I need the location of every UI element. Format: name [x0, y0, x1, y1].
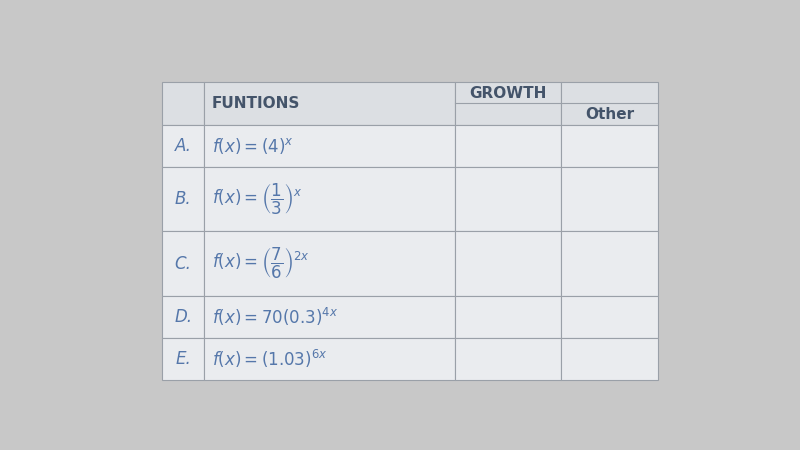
Bar	[562, 166, 658, 231]
Bar	[162, 338, 204, 380]
Bar	[562, 82, 658, 125]
Bar	[204, 82, 454, 125]
Bar	[454, 82, 562, 125]
Bar	[454, 296, 562, 338]
Bar	[454, 166, 562, 231]
Text: A.: A.	[174, 137, 191, 155]
Text: GROWTH: GROWTH	[470, 86, 546, 101]
Text: Other: Other	[585, 107, 634, 122]
Text: D.: D.	[174, 308, 192, 326]
Bar	[204, 296, 454, 338]
Bar	[162, 82, 204, 125]
Bar	[562, 338, 658, 380]
Text: FUNTIONS: FUNTIONS	[211, 96, 300, 111]
Bar	[162, 296, 204, 338]
Bar	[162, 231, 204, 296]
Bar	[454, 125, 562, 166]
Bar	[562, 296, 658, 338]
Text: $f(x) = (1.03)^{6x}$: $f(x) = (1.03)^{6x}$	[211, 348, 327, 370]
Bar	[454, 338, 562, 380]
Text: B.: B.	[174, 190, 191, 208]
Bar	[204, 338, 454, 380]
Bar	[204, 166, 454, 231]
Text: E.: E.	[175, 350, 191, 368]
Text: $f(x) = \left(\dfrac{7}{6}\right)^{2x}$: $f(x) = \left(\dfrac{7}{6}\right)^{2x}$	[211, 246, 310, 281]
Bar	[562, 125, 658, 166]
Text: $f(x) = \left(\dfrac{1}{3}\right)^{x}$: $f(x) = \left(\dfrac{1}{3}\right)^{x}$	[211, 181, 302, 216]
Text: C.: C.	[174, 255, 191, 273]
Bar	[162, 125, 204, 166]
Text: $f(x) = 70(0.3)^{4x}$: $f(x) = 70(0.3)^{4x}$	[211, 306, 338, 328]
Bar	[204, 231, 454, 296]
Bar	[562, 231, 658, 296]
Bar	[162, 166, 204, 231]
Text: $f(x) = (4)^{x}$: $f(x) = (4)^{x}$	[211, 136, 294, 156]
Bar	[454, 231, 562, 296]
Bar	[204, 125, 454, 166]
